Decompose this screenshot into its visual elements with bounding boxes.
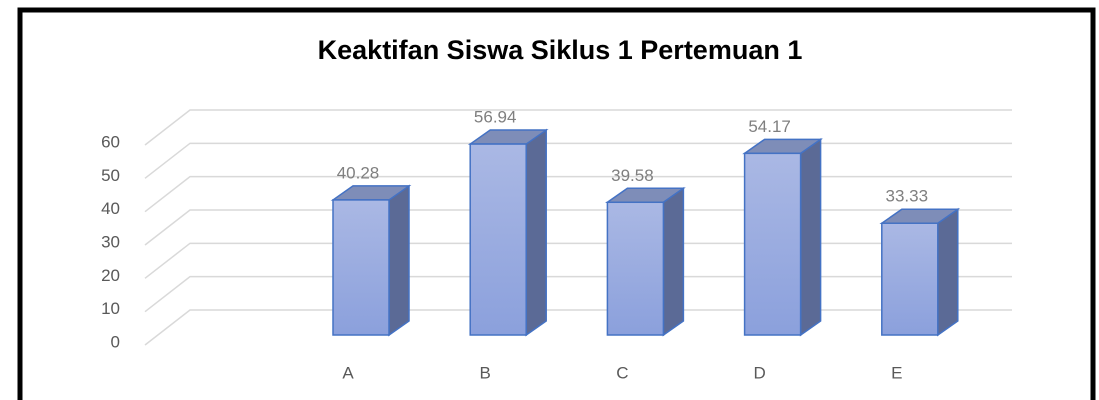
x-tick-label: E bbox=[891, 363, 902, 382]
value-label: 40.28 bbox=[337, 163, 380, 182]
value-label: 56.94 bbox=[474, 108, 517, 127]
y-tick-label: 10 bbox=[101, 299, 120, 318]
y-tick-label: 60 bbox=[101, 132, 120, 151]
y-tick-label: 40 bbox=[101, 199, 120, 218]
grid-line bbox=[144, 309, 1012, 346]
grid-line bbox=[144, 175, 1012, 213]
bar bbox=[469, 143, 527, 336]
bar bbox=[881, 222, 939, 336]
x-tick-label: B bbox=[480, 363, 491, 382]
grid-line bbox=[144, 242, 1012, 279]
bar-side bbox=[525, 128, 547, 337]
grid-line bbox=[144, 209, 1012, 246]
chart-title: Keaktifan Siswa Siklus 1 Pertemuan 1 bbox=[318, 35, 803, 65]
y-tick-label: 0 bbox=[111, 332, 120, 351]
bar-side bbox=[799, 137, 822, 337]
bar-side bbox=[662, 186, 685, 337]
y-tick-label: 20 bbox=[101, 266, 120, 285]
value-label: 54.17 bbox=[748, 117, 791, 136]
grid-line bbox=[144, 109, 1012, 146]
bar bbox=[332, 199, 390, 336]
y-tick-label: 30 bbox=[101, 232, 120, 251]
x-tick-label: D bbox=[753, 363, 765, 382]
y-tick-label: 50 bbox=[101, 166, 120, 185]
bar-side bbox=[388, 184, 410, 337]
bar-side bbox=[937, 207, 959, 337]
grid-line bbox=[144, 275, 1012, 313]
grid-line bbox=[144, 142, 1012, 179]
x-tick-label: C bbox=[616, 363, 628, 382]
value-label: 39.58 bbox=[611, 166, 654, 185]
chart-frame bbox=[17, 7, 1096, 400]
value-label: 33.33 bbox=[886, 187, 929, 206]
x-tick-label: A bbox=[342, 363, 354, 382]
bar bbox=[606, 201, 665, 336]
bar bbox=[743, 152, 802, 336]
